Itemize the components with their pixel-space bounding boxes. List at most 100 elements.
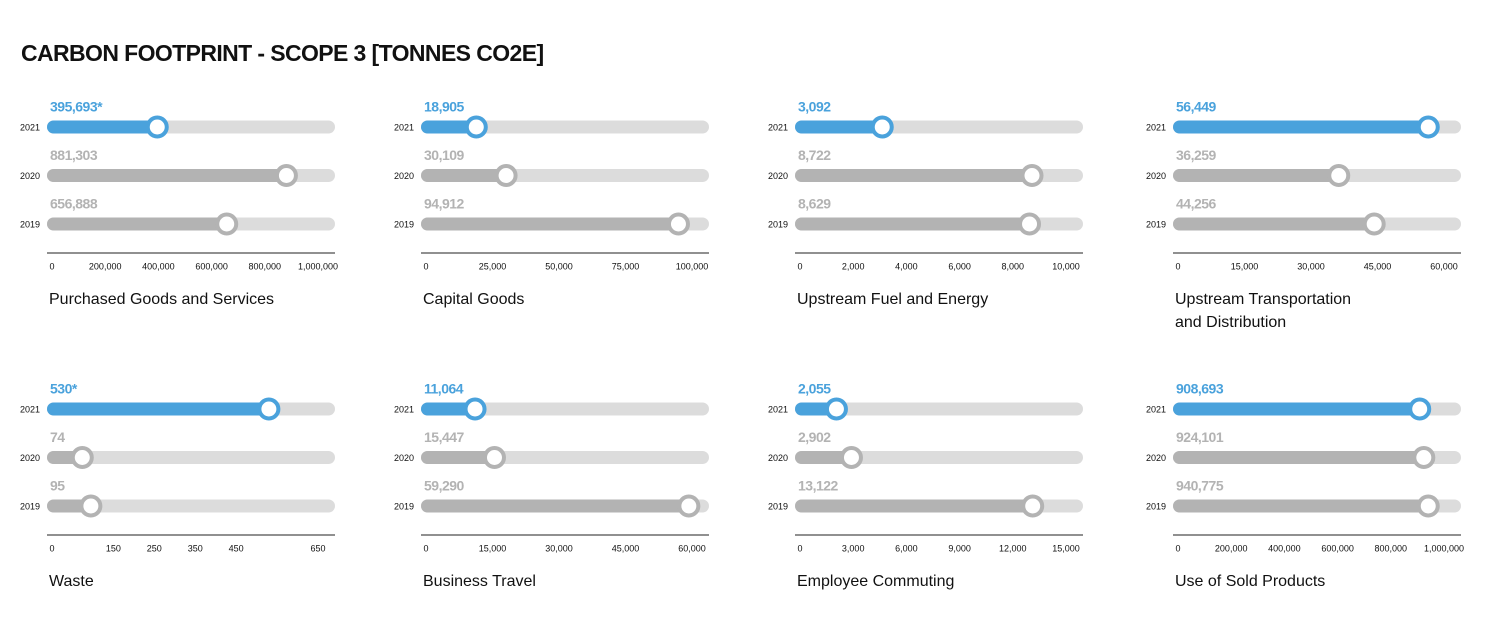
x-tick-label: 3,000 <box>842 543 865 553</box>
x-tick-label: 0 <box>423 543 428 553</box>
panel-title: Business Travel <box>423 573 536 590</box>
knob <box>1021 494 1045 518</box>
page-title: CARBON FOOTPRINT - SCOPE 3 [TONNES CO2E] <box>21 40 544 66</box>
year-label: 2019 <box>1146 501 1166 511</box>
x-tick-label: 6,000 <box>895 543 918 553</box>
value-label: 924,101 <box>1176 429 1224 445</box>
knob <box>482 446 506 469</box>
value-label: 395,693* <box>50 99 103 115</box>
x-tick-label: 0 <box>49 261 54 271</box>
knob <box>666 212 690 236</box>
value-label: 908,693 <box>1176 381 1224 397</box>
bar <box>47 169 287 182</box>
value-label: 3,092 <box>798 99 831 115</box>
knob <box>215 212 239 236</box>
panel-title: Waste <box>49 573 94 590</box>
value-label: 44,256 <box>1176 196 1217 212</box>
bar <box>421 120 477 134</box>
year-label: 2021 <box>394 122 414 132</box>
x-tick-label: 10,000 <box>1052 261 1080 271</box>
bar <box>47 120 158 134</box>
year-label: 2019 <box>394 501 414 511</box>
bar <box>421 451 495 464</box>
year-label: 2019 <box>768 219 788 229</box>
knob <box>464 115 488 139</box>
value-label: 56,449 <box>1176 99 1217 115</box>
bar <box>795 217 1030 231</box>
x-tick-label: 30,000 <box>545 543 573 553</box>
x-tick-label: 650 <box>310 543 325 553</box>
panel-title: Purchased Goods and Services <box>49 291 274 308</box>
bar <box>47 402 269 416</box>
knob <box>1416 115 1440 139</box>
year-label: 2021 <box>768 122 788 132</box>
bar <box>47 217 227 231</box>
bar <box>1173 120 1429 134</box>
panel-title: Employee Commuting <box>797 573 954 590</box>
x-tick-label: 45,000 <box>612 543 640 553</box>
track <box>795 451 1083 464</box>
year-label: 2019 <box>394 219 414 229</box>
x-tick-label: 100,000 <box>676 261 709 271</box>
x-tick-label: 12,000 <box>999 543 1027 553</box>
value-label: 8,629 <box>798 196 831 212</box>
bar <box>795 451 852 464</box>
bar <box>421 499 689 513</box>
knob <box>1412 446 1436 469</box>
panel-title: and Distribution <box>1175 314 1286 331</box>
x-tick-label: 60,000 <box>678 543 706 553</box>
x-tick-label: 800,000 <box>1375 543 1408 553</box>
x-tick-label: 25,000 <box>479 261 507 271</box>
track <box>421 120 709 134</box>
value-label: 13,122 <box>798 478 839 494</box>
knob <box>1327 164 1351 187</box>
bar <box>421 169 507 182</box>
x-tick-label: 350 <box>188 543 203 553</box>
year-label: 2020 <box>1146 171 1166 181</box>
x-tick-label: 6,000 <box>948 261 971 271</box>
knob <box>1018 212 1042 236</box>
value-label: 59,290 <box>424 478 465 494</box>
x-tick-label: 75,000 <box>612 261 640 271</box>
track <box>47 499 335 513</box>
knob <box>494 164 518 187</box>
x-tick-label: 15,000 <box>1052 543 1080 553</box>
bar <box>1173 217 1375 231</box>
knob <box>145 115 169 139</box>
x-tick-label: 15,000 <box>479 543 507 553</box>
year-label: 2021 <box>1146 404 1166 414</box>
panel-title: Upstream Fuel and Energy <box>797 291 988 308</box>
bar <box>1173 451 1424 464</box>
knob <box>1020 164 1044 187</box>
bar <box>1173 402 1420 416</box>
track <box>47 451 335 464</box>
knob <box>677 494 701 518</box>
x-tick-label: 0 <box>49 543 54 553</box>
x-tick-label: 0 <box>1175 261 1180 271</box>
x-tick-label: 600,000 <box>195 261 228 271</box>
x-tick-label: 0 <box>1175 543 1180 553</box>
x-tick-label: 200,000 <box>1215 543 1248 553</box>
x-tick-label: 1,000,000 <box>1424 543 1464 553</box>
value-label: 94,912 <box>424 196 465 212</box>
value-label: 11,064 <box>424 381 464 397</box>
x-tick-label: 60,000 <box>1430 261 1458 271</box>
year-label: 2020 <box>20 171 40 181</box>
bar <box>1173 169 1339 182</box>
knob <box>824 397 848 421</box>
year-label: 2021 <box>768 404 788 414</box>
knob <box>1362 212 1386 236</box>
year-label: 2020 <box>1146 453 1166 463</box>
value-label: 30,109 <box>424 147 465 163</box>
panel-title: Use of Sold Products <box>1175 573 1325 590</box>
knob <box>257 397 281 421</box>
year-label: 2020 <box>768 453 788 463</box>
year-label: 2020 <box>768 171 788 181</box>
year-label: 2020 <box>20 453 40 463</box>
x-tick-label: 8,000 <box>1002 261 1025 271</box>
year-label: 2020 <box>394 453 414 463</box>
knob <box>70 446 94 469</box>
x-tick-label: 30,000 <box>1297 261 1325 271</box>
year-label: 2021 <box>20 404 40 414</box>
